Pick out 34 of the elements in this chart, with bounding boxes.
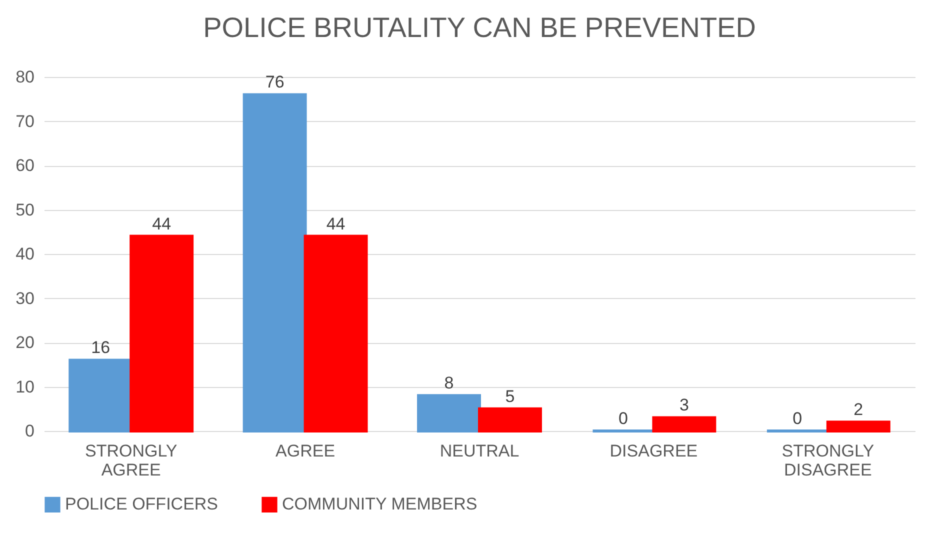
bar <box>130 234 194 432</box>
y-tick-label: 80 <box>16 68 34 86</box>
y-tick-label: 0 <box>25 422 34 440</box>
bar <box>478 407 542 432</box>
data-label: 5 <box>505 386 515 406</box>
data-label: 16 <box>91 338 110 358</box>
y-tick-label: 40 <box>16 244 34 264</box>
bar <box>417 394 481 432</box>
x-tick-label: AGREE <box>276 442 336 460</box>
bar <box>304 234 368 432</box>
data-label: 76 <box>265 72 284 92</box>
y-tick-label: 70 <box>16 112 34 131</box>
y-tick-label: 20 <box>16 333 34 352</box>
data-label: 44 <box>152 214 172 234</box>
bar <box>652 416 716 432</box>
x-tick-label: STRONGLY DISAGREE <box>782 442 874 480</box>
x-tick-label: NEUTRAL <box>440 442 520 460</box>
y-tick-label: 10 <box>16 377 34 396</box>
chart-title: POLICE BRUTALITY CAN BE PREVENTED <box>203 12 756 43</box>
legend-label: POLICE OFFICERS <box>65 494 218 514</box>
data-label: 0 <box>618 409 628 428</box>
y-tick-label: 30 <box>16 288 34 308</box>
y-tick-label: 60 <box>16 156 34 175</box>
x-tick-label: STRONGLY AGREE <box>84 442 178 480</box>
bar <box>242 93 307 432</box>
data-label: 44 <box>326 214 346 234</box>
data-label: 8 <box>444 374 454 393</box>
legend-label: COMMUNITY MEMBERS <box>282 494 478 514</box>
y-tick-label: 50 <box>16 200 34 220</box>
data-label: 0 <box>792 409 802 428</box>
data-label: 3 <box>679 396 689 415</box>
x-tick-label: DISAGREE <box>610 442 698 460</box>
bar <box>826 420 890 432</box>
data-label: 2 <box>854 400 864 420</box>
